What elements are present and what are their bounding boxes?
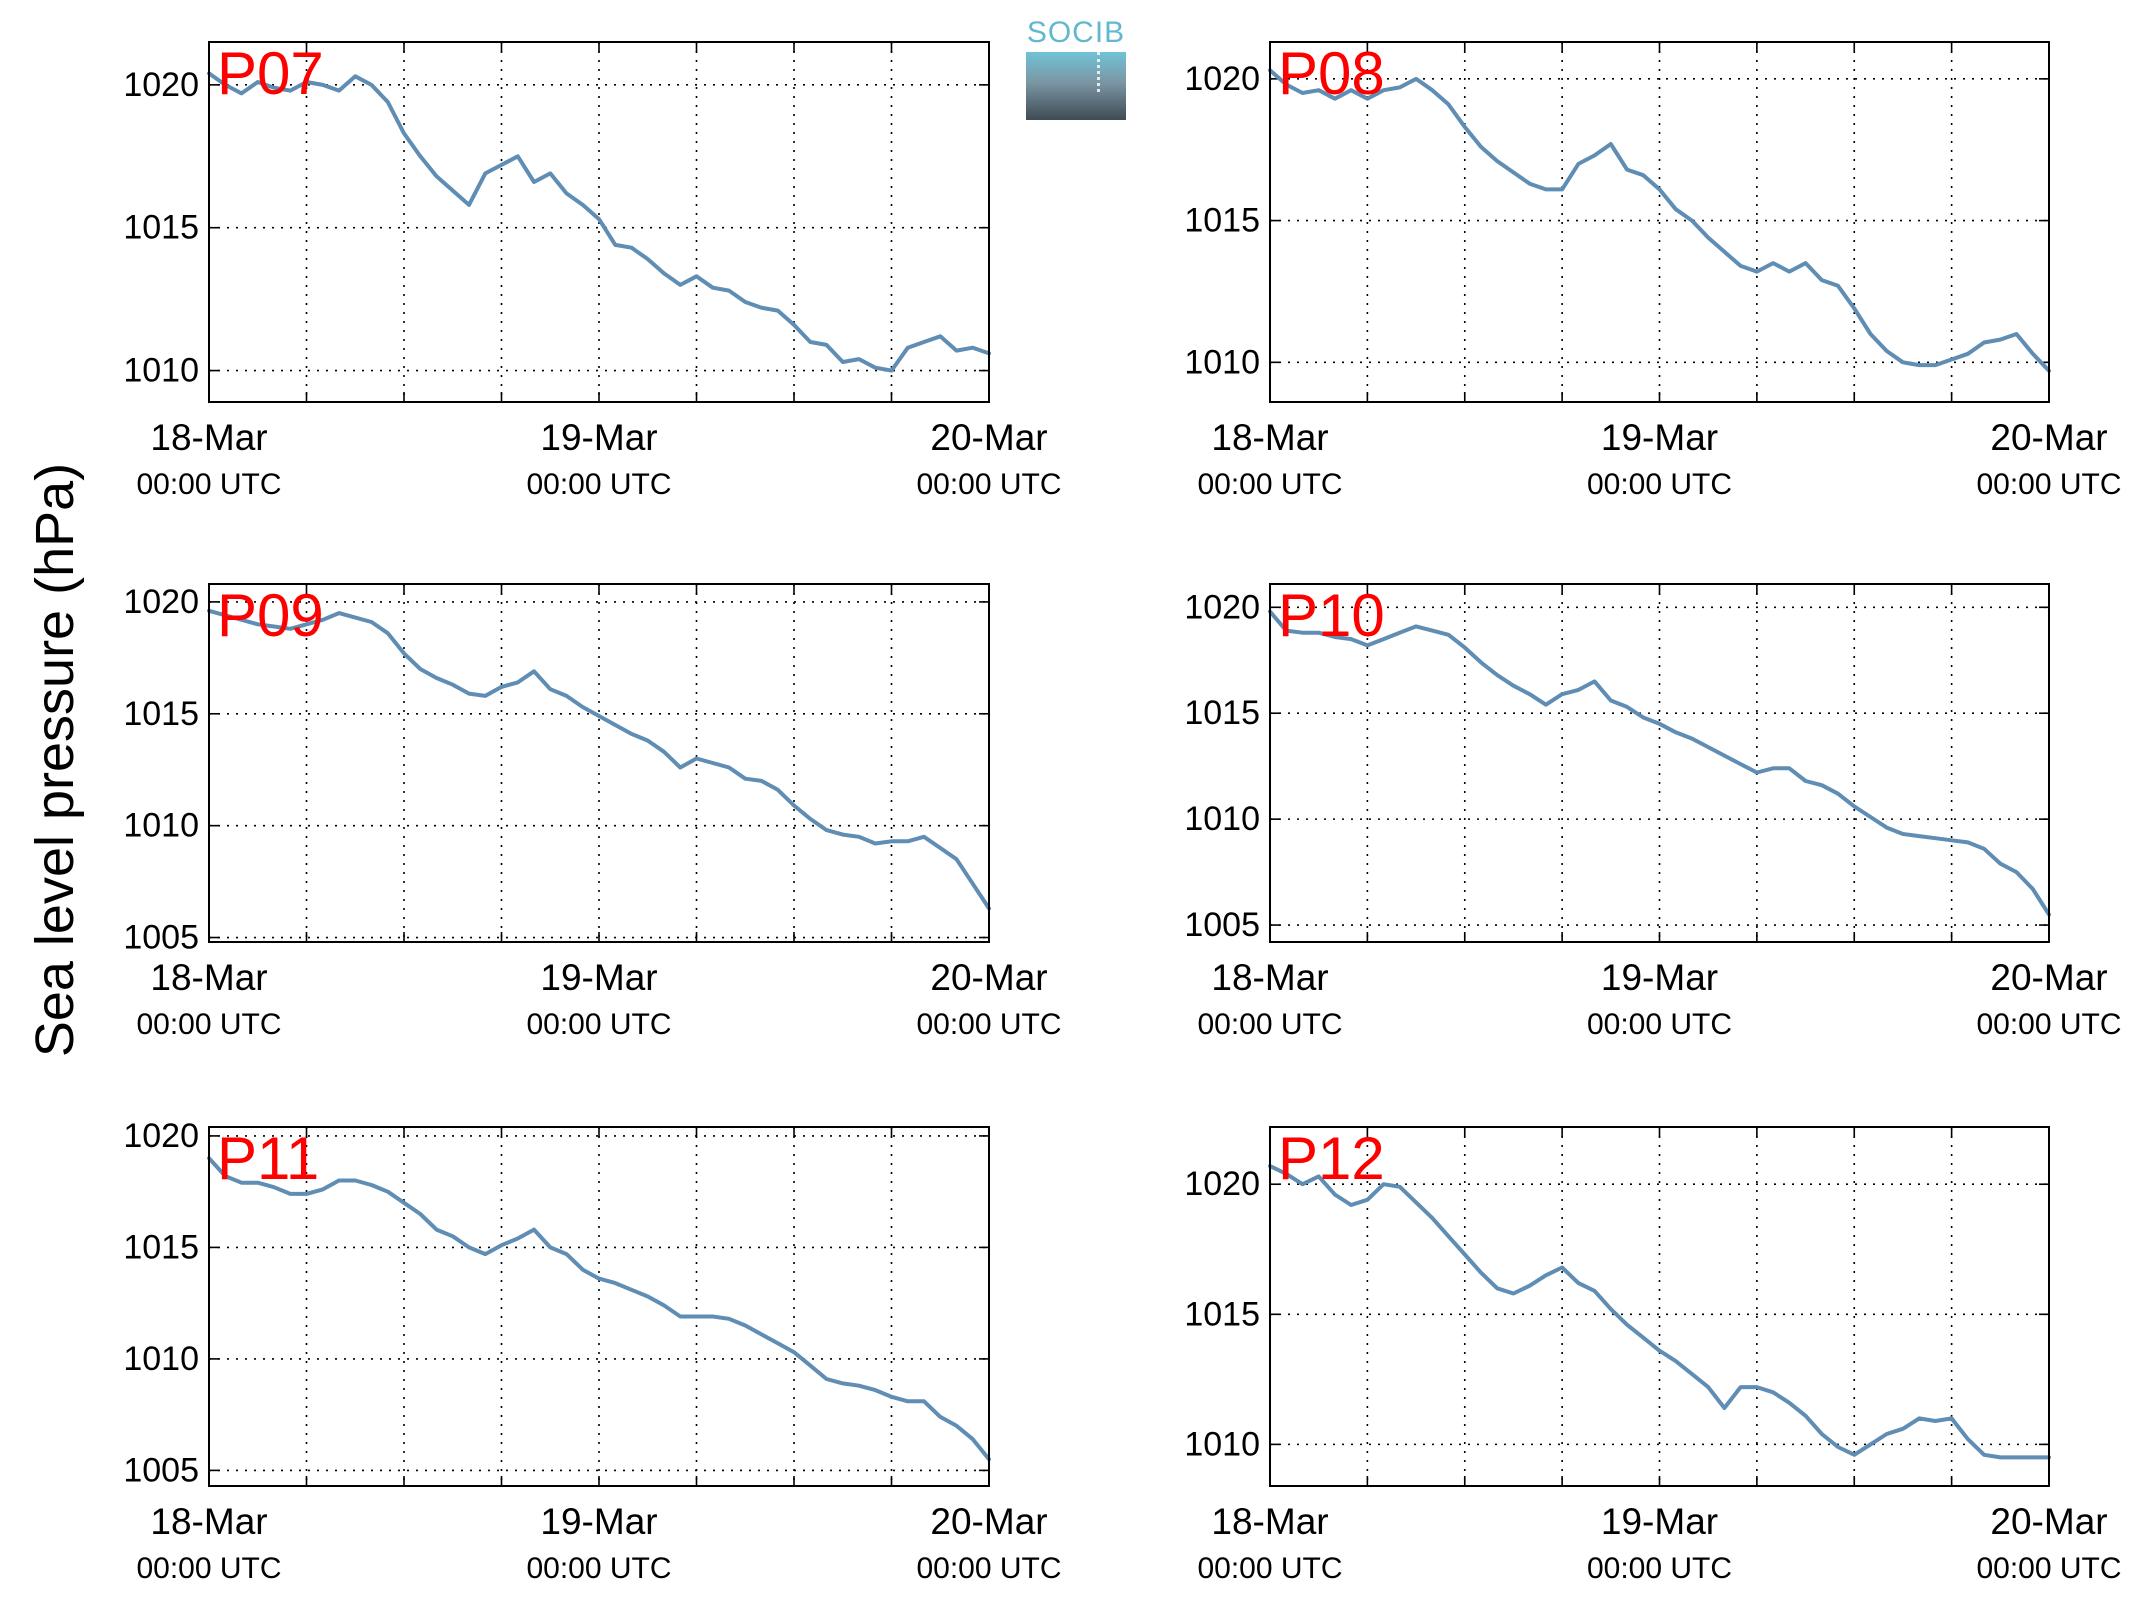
p10-axes-frame [1269,583,2050,943]
p11-panel-label: P11 [217,1125,319,1192]
p12-x-tick-date: 19-Mar [1601,1501,1718,1542]
p12-axes-frame [1269,1126,2050,1487]
p07-x-tick-date: 20-Mar [930,417,1047,458]
p08-x-tick-time: 00:00 UTC [1976,468,2121,501]
p07-y-tick-label: 1010 [123,352,199,390]
p08-x-tick-time: 00:00 UTC [1197,468,1342,501]
p07-x-tick-time: 00:00 UTC [136,468,281,501]
p08-y-tick-label: 1015 [1184,202,1260,240]
p09-x-tick-date: 19-Mar [540,957,657,998]
p07-x-tick-date: 18-Mar [150,417,267,458]
p08-panel-label: P08 [1278,40,1385,107]
p10-y-tick-label: 1020 [1184,588,1260,626]
p11-y-tick-label: 1010 [123,1340,199,1378]
p09-y-tick-label: 1020 [123,583,199,621]
y-axis-label: Sea level pressure (hPa) [25,462,85,1058]
p09-x-tick-date: 20-Mar [930,957,1047,998]
p07-x-tick-time: 00:00 UTC [526,468,671,501]
p07-x-tick-time: 00:00 UTC [916,468,1061,501]
p08-y-tick-label: 1010 [1184,343,1260,381]
p11-x-tick-time: 00:00 UTC [136,1552,281,1585]
p08-x-tick-date: 18-Mar [1211,417,1328,458]
p09-x-tick-time: 00:00 UTC [916,1008,1061,1041]
p10-x-tick-date: 18-Mar [1211,957,1328,998]
p07-panel-label: P07 [217,40,324,107]
p12-x-tick-time: 00:00 UTC [1587,1552,1732,1585]
p12-y-tick-label: 1010 [1184,1425,1260,1463]
p12-y-tick-label: 1015 [1184,1295,1260,1333]
p09-panel-label: P09 [217,582,324,649]
p11-axes-frame [208,1126,990,1487]
p12-x-tick-time: 00:00 UTC [1976,1552,2121,1585]
p10-y-tick-label: 1015 [1184,694,1260,732]
p10-x-tick-date: 19-Mar [1601,957,1718,998]
p09-y-tick-label: 1015 [123,695,199,733]
p10-y-tick-label: 1010 [1184,800,1260,838]
p11-pressure-line [207,1156,991,1462]
p09-x-tick-time: 00:00 UTC [526,1008,671,1041]
p09-y-tick-label: 1005 [123,919,199,957]
p11-x-tick-date: 19-Mar [540,1501,657,1542]
p07-y-tick-label: 1020 [123,66,199,104]
p11-x-tick-date: 18-Mar [150,1501,267,1542]
logo-text: SOCIB [1026,16,1126,49]
p10-panel-label: P10 [1278,582,1385,649]
p08-pressure-line [1268,68,2051,373]
p09-pressure-line [207,608,991,911]
p12-x-tick-time: 00:00 UTC [1197,1552,1342,1585]
socib-logo: SOCIB [1026,16,1126,120]
p08-x-tick-date: 20-Mar [1990,417,2107,458]
p11-x-tick-time: 00:00 UTC [916,1552,1061,1585]
p08-y-tick-label: 1020 [1184,60,1260,98]
p12-pressure-line [1268,1164,2051,1460]
p12-x-tick-date: 18-Mar [1211,1501,1328,1542]
p08-x-tick-date: 19-Mar [1601,417,1718,458]
logo-graphic [1026,52,1126,120]
p12-panel-label: P12 [1278,1125,1385,1192]
p10-x-tick-time: 00:00 UTC [1976,1008,2121,1041]
p08-x-tick-time: 00:00 UTC [1587,468,1732,501]
p09-x-tick-date: 18-Mar [150,957,267,998]
p11-y-tick-label: 1020 [123,1117,199,1155]
p10-pressure-line [1268,609,2051,917]
p09-x-tick-time: 00:00 UTC [136,1008,281,1041]
p09-axes-frame [208,583,990,943]
p07-pressure-line [207,71,991,373]
p07-x-tick-date: 19-Mar [540,417,657,458]
logo-dots [1097,52,1100,92]
p11-x-tick-time: 00:00 UTC [526,1552,671,1585]
p11-y-tick-label: 1015 [123,1228,199,1266]
p11-x-tick-date: 20-Mar [930,1501,1047,1542]
p11-y-tick-label: 1005 [123,1451,199,1489]
p10-y-tick-label: 1005 [1184,906,1260,944]
p08-axes-frame [1269,41,2050,403]
p09-y-tick-label: 1010 [123,807,199,845]
p10-x-tick-time: 00:00 UTC [1197,1008,1342,1041]
p10-x-tick-date: 20-Mar [1990,957,2107,998]
p07-axes-frame [208,41,990,403]
p10-x-tick-time: 00:00 UTC [1587,1008,1732,1041]
p12-y-tick-label: 1020 [1184,1165,1260,1203]
p12-x-tick-date: 20-Mar [1990,1501,2107,1542]
p07-y-tick-label: 1015 [123,209,199,247]
